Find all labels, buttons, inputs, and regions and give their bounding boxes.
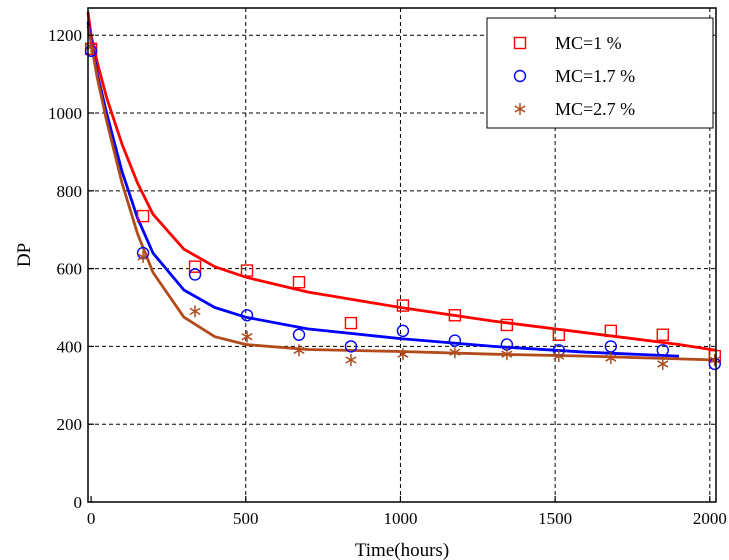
legend-marker-1 [513, 36, 527, 50]
data-point-series-1 [136, 209, 150, 223]
fit-curve-3 [86, 25, 717, 362]
x-tick-label: 500 [233, 509, 259, 528]
grid-lines [88, 8, 716, 502]
data-point-series-3 [709, 354, 721, 367]
data-point-series-1 [552, 328, 566, 341]
y-ticks: 0 200 400 600 800 1000 1200 [48, 26, 94, 512]
x-tick-label: 2000 [693, 509, 727, 528]
data-point-series-2 [240, 309, 254, 322]
x-axis-title: Time(hours) [355, 540, 449, 560]
data-point-series-2 [344, 340, 358, 353]
data-point-series-1 [240, 264, 254, 277]
data-point-series-2 [292, 328, 306, 341]
legend-label-3: MC=2.7 % [555, 99, 635, 119]
data-point-series-3 [605, 352, 617, 365]
data-point-series-3 [137, 250, 149, 263]
data-point-series-3 [501, 348, 513, 361]
x-tick-label: 1000 [383, 509, 417, 528]
legend-label-2: MC=1.7 % [555, 66, 635, 86]
x-tick-label: 1500 [538, 509, 572, 528]
data-point-series-2 [604, 340, 618, 353]
data-point-series-1 [656, 328, 669, 341]
data-point-series-1 [604, 324, 618, 338]
data-point-series-2 [188, 268, 202, 281]
fit-curves [86, 11, 717, 362]
data-point-series-3 [241, 330, 253, 343]
y-tick-label: 400 [57, 337, 83, 356]
data-point-series-3 [189, 305, 201, 318]
data-point-series-2 [448, 334, 462, 347]
data-point-series-1 [292, 276, 306, 289]
y-tick-label: 200 [57, 415, 83, 434]
data-point-series-1 [188, 260, 202, 273]
y-axis-title: DP [14, 243, 35, 267]
data-point-series-1 [344, 316, 358, 330]
x-tick-label: 0 [87, 509, 96, 528]
y-tick-label: 1000 [48, 104, 82, 123]
legend-label-1: MC=1 % [555, 33, 622, 53]
x-ticks: 0 500 1000 1500 2000 [87, 496, 727, 528]
legend-marker-3 [514, 103, 526, 115]
data-point-series-3 [397, 348, 409, 361]
data-point-series-1 [396, 299, 410, 312]
data-point-series-2 [656, 344, 669, 357]
y-tick-label: 1200 [48, 26, 82, 45]
y-tick-label: 0 [74, 493, 83, 512]
legend-marker-2 [513, 69, 527, 83]
data-point-series-3 [345, 354, 357, 367]
data-point-series-1 [500, 318, 514, 332]
data-markers [84, 40, 721, 371]
data-point-series-3 [293, 344, 305, 357]
data-point-series-1 [448, 309, 462, 322]
data-point-series-3 [657, 357, 669, 370]
data-point-series-3 [553, 350, 565, 363]
fit-curve-1 [86, 11, 717, 352]
data-point-series-3 [449, 346, 461, 359]
y-tick-label: 600 [57, 260, 83, 279]
y-tick-label: 800 [57, 182, 83, 201]
plot-frame [87, 7, 717, 503]
data-point-series-2 [396, 324, 410, 338]
legend: MC=1 % MC=1.7 % MC=2.7 % [486, 17, 714, 129]
